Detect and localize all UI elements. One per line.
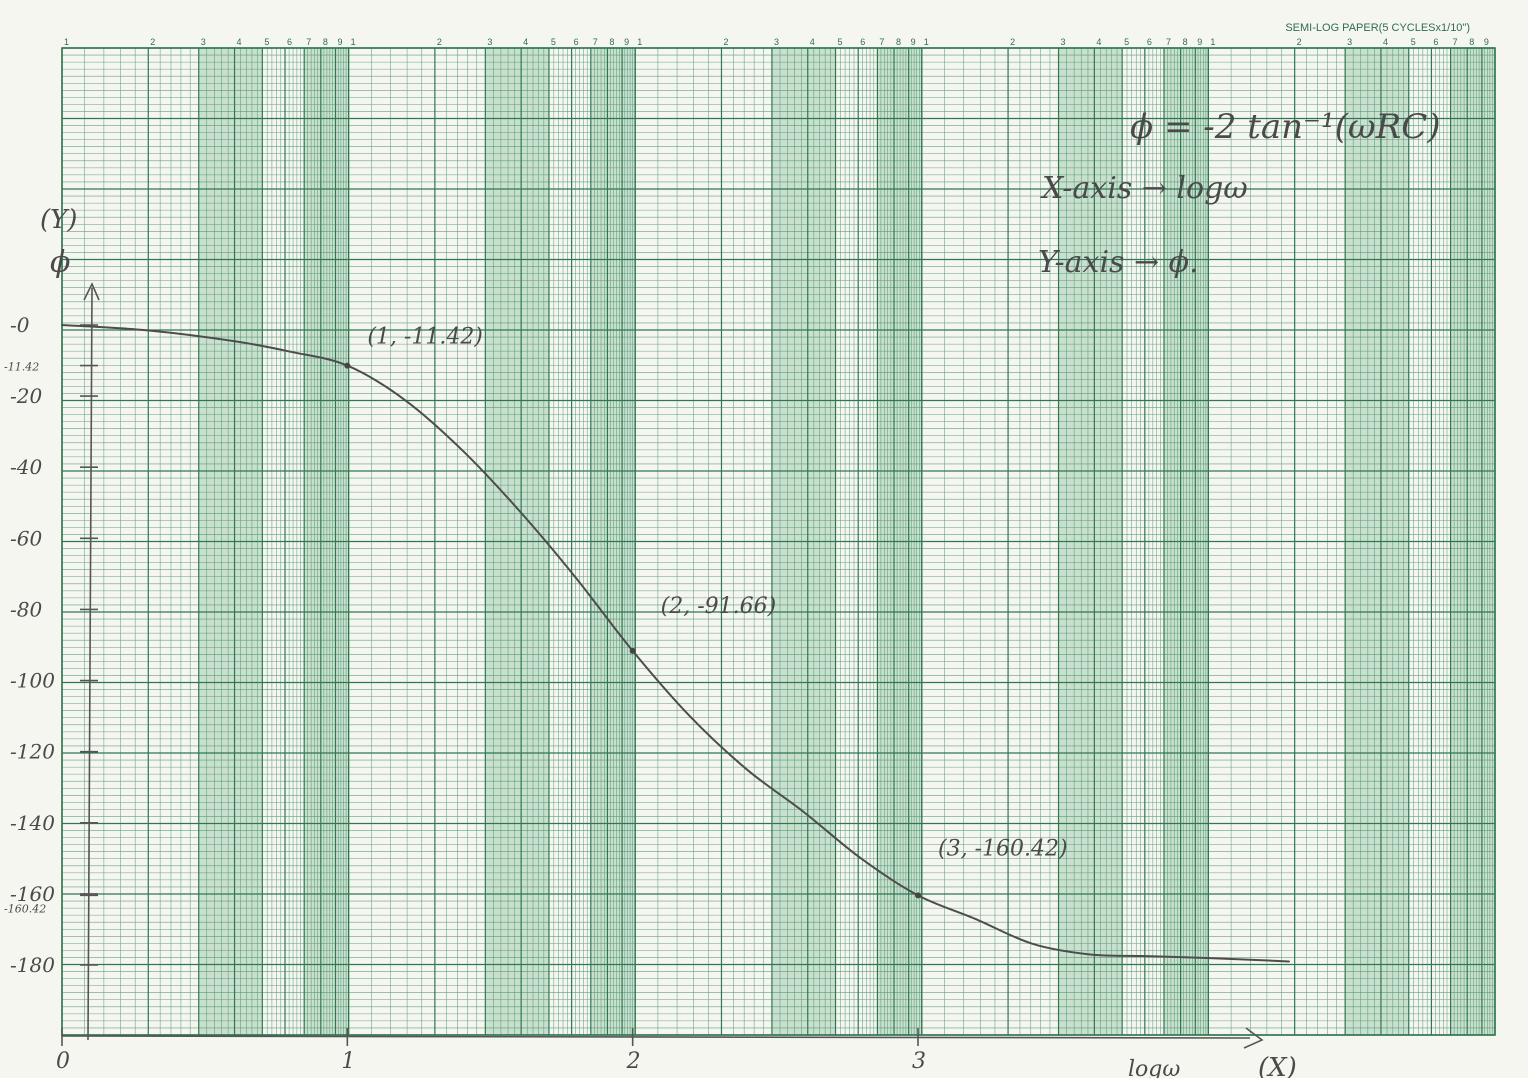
y-tick-label: -100	[10, 669, 55, 693]
y-tick-label: -80	[10, 597, 42, 621]
cycle-tick-label: 6	[574, 37, 579, 47]
cycle-tick-label: 4	[1383, 37, 1388, 47]
cycle-tick-label: 9	[624, 37, 629, 47]
cycle-tick-label: 7	[879, 37, 884, 47]
cycle-tick-label: 3	[774, 37, 779, 47]
cycle-tick-label: 6	[287, 37, 292, 47]
y-tick-label: -20	[10, 384, 42, 408]
y-tick-label: -160	[10, 882, 55, 906]
cycle-tick-label: 6	[1433, 37, 1438, 47]
y-axis-arrow	[83, 282, 100, 301]
cycle-tick-label: 5	[838, 37, 843, 47]
cycle-tick-label: 8	[1469, 37, 1474, 47]
cycle-tick-label: 1	[351, 37, 356, 47]
cycle-tick-label: 9	[337, 37, 342, 47]
x-axis-note: X-axis → logω	[1040, 171, 1248, 206]
grid-bold	[61, 47, 1496, 1036]
cycle-tick-label: 7	[1453, 37, 1458, 47]
x-tick-labels: 0 1 2 3	[56, 1028, 926, 1074]
cycle-tick-label: 4	[237, 37, 242, 47]
cycle-tick-label: 3	[1347, 37, 1352, 47]
cycle-tick-label: 8	[1183, 37, 1188, 47]
cycle-tick-label: 2	[1010, 37, 1015, 47]
formula-note: ϕ = -2 tan⁻¹(ωRC)	[1130, 107, 1440, 147]
cycle-tick-label: 8	[896, 37, 901, 47]
cycle-tick-label: 1	[637, 37, 642, 47]
cycle-tick-label: 9	[1484, 37, 1489, 47]
phase-curve	[61, 324, 1290, 963]
cycle-tick-label: 7	[593, 37, 598, 47]
x-tick-label: 1	[341, 1049, 355, 1074]
cycle-tick-label: 4	[1096, 37, 1101, 47]
data-point	[629, 647, 636, 654]
point-label: (2, -91.66)	[661, 594, 777, 619]
labeled-points: (1, -11.42) (2, -91.66) (3, -160.42)	[344, 325, 1068, 899]
y-tick-label: -60	[10, 526, 42, 550]
cycle-tick-label: 8	[323, 37, 328, 47]
cycle-tick-label: 2	[437, 37, 442, 47]
y-axis-tag: (Y)	[40, 205, 77, 235]
y-tick-label: -120	[10, 740, 55, 764]
cycle-tick-label: 2	[150, 37, 155, 47]
y-tick-label: -180	[10, 953, 55, 977]
x-tick-label: 3	[912, 1049, 926, 1074]
y-tick-label: -160.42	[4, 902, 46, 915]
x-tick-label: 0	[56, 1049, 70, 1074]
cycle-tick-label: 7	[306, 37, 311, 47]
point-label: (3, -160.42)	[938, 836, 1068, 861]
cycle-tick-label: 5	[551, 37, 556, 47]
paper-header: SEMI-LOG PAPER(5 CYCLESx1/10")	[1285, 22, 1470, 34]
y-axis-line	[87, 287, 93, 1041]
y-tick-labels: -0 -11.42 -20 -40 -60 -80 -100 -120 -140 -160-160…	[4, 313, 98, 977]
cycle-tick-label: 2	[723, 37, 728, 47]
cycle-tick-label: 8	[609, 37, 614, 47]
cycle-tick-label: 5	[1411, 37, 1416, 47]
cycle-tick-label: 6	[1147, 37, 1152, 47]
data-point	[344, 362, 351, 369]
x-axis-line	[61, 1035, 1251, 1039]
x-axis-arrow	[1243, 1027, 1264, 1049]
grid-frame	[61, 47, 1496, 1036]
cycle-tick-label: 6	[860, 37, 865, 47]
cycle-tick-label: 4	[810, 37, 815, 47]
cycle-tick-label: 9	[1197, 37, 1202, 47]
data-point	[915, 892, 921, 899]
cycle-tick-label: 1	[924, 37, 929, 47]
cycle-tick-label: 1	[1210, 37, 1215, 47]
y-tick-label: -40	[10, 455, 42, 479]
y-tick-label: -11.42	[4, 361, 39, 374]
cycle-tick-label: 4	[523, 37, 528, 47]
x-axis-label: logω	[1128, 1057, 1180, 1078]
y-axis-label: ϕ	[50, 245, 70, 280]
y-axis-note: Y-axis → ϕ.	[1038, 245, 1199, 280]
cycle-tick-label: 1	[64, 37, 69, 47]
y-tick-label: -140	[10, 811, 55, 835]
cycle-tick-label: 3	[1061, 37, 1066, 47]
cycle-tick-label: 3	[487, 37, 492, 47]
x-tick-label: 2	[626, 1049, 641, 1074]
point-label: (1, -11.42)	[367, 325, 483, 350]
x-axis-tag: (X)	[1258, 1053, 1297, 1078]
hand-axes	[61, 282, 1264, 1049]
cycle-tick-label: 3	[201, 37, 206, 47]
cycle-tick-label: 2	[1297, 37, 1302, 47]
y-tick-label: -0	[10, 313, 30, 337]
cycle-tick-label: 7	[1166, 37, 1171, 47]
cycle-tick-label: 5	[264, 37, 269, 47]
cycle-tick-label: 9	[911, 37, 916, 47]
cycle-tick-label: 5	[1124, 37, 1129, 47]
